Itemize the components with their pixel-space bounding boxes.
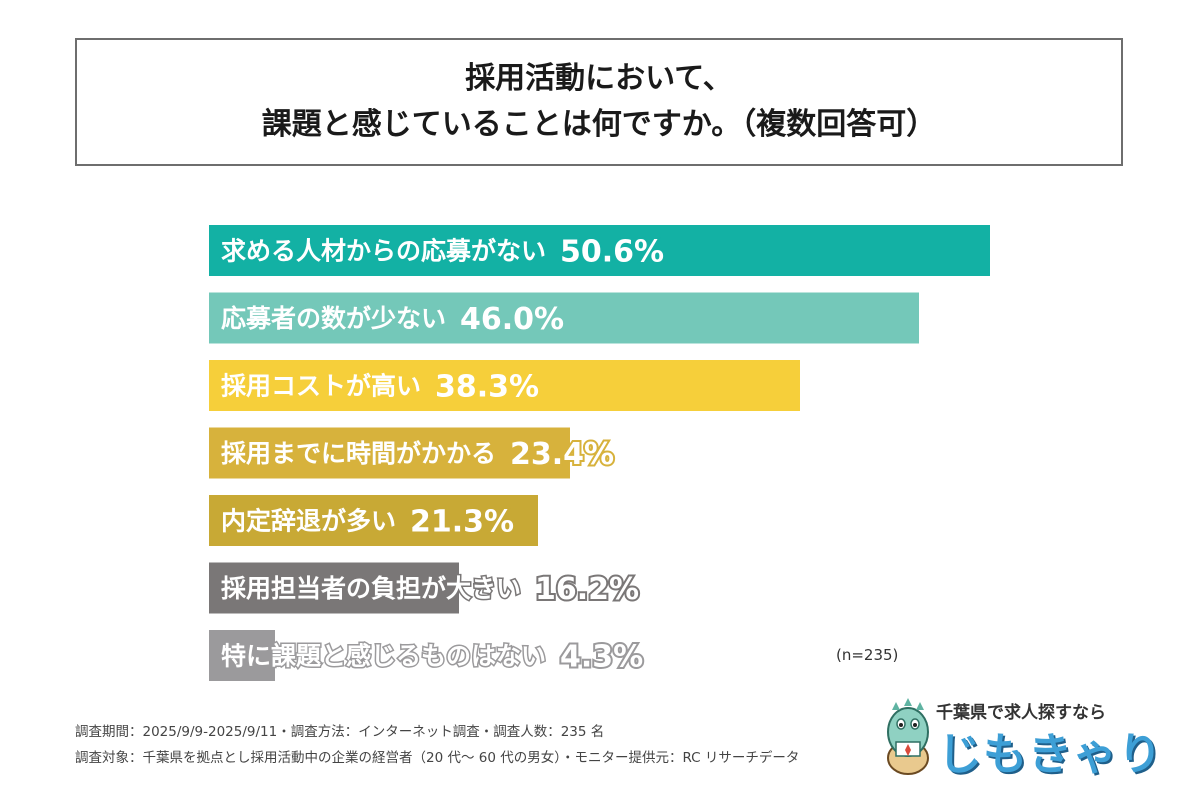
- footer-survey-period: 調査期間：2025/9/9-2025/9/11・調査方法：インターネット調査・調…: [75, 724, 605, 740]
- jimokyari-logo[interactable]: 千葉県で求人探すなら じもきゃり: [878, 690, 1162, 780]
- bar-chart: 求める人材からの応募がない 50.6% 応募者の数が少ない 46.0% 採用コストが高い…: [209, 225, 990, 681]
- bar-label-0: 求める人材からの応募がない: [221, 237, 546, 266]
- bar-label-4: 内定辞退が多い: [221, 507, 396, 536]
- bar-2: [209, 360, 800, 411]
- bar-label-5: 採用担当者の負担が大きい: [221, 574, 521, 603]
- title-line-2: 課題と感じていることは何ですか。（複数回答可）: [261, 107, 937, 142]
- logo-name: じもきゃり: [938, 729, 1163, 780]
- bar-0: [209, 225, 990, 276]
- bar-3: [209, 427, 570, 479]
- title-box: 採用活動において、 課題と感じていることは何ですか。（複数回答可）: [75, 38, 1123, 166]
- bar-4: [209, 495, 538, 546]
- sample-size-note: (n=235): [836, 646, 899, 664]
- footer-survey-target: 調査対象：千葉県を拠点とし採用活動中の企業の経営者（20 代～ 60 代の男女）…: [75, 750, 800, 766]
- dinosaur-mascot-icon: [887, 698, 929, 775]
- value-label-2: 38.3%: [435, 370, 539, 405]
- bar-1: [209, 292, 919, 344]
- value-label-3: 23.4%: [510, 437, 614, 472]
- title-line-1: 採用活動において、: [465, 61, 733, 96]
- bar-6: [209, 630, 275, 681]
- value-label-4: 21.3%: [410, 505, 514, 540]
- bar-5: [209, 562, 459, 614]
- logo-tagline: 千葉県で求人探すなら: [936, 703, 1106, 723]
- bar-label-3: 採用までに時間がかかる: [221, 439, 496, 468]
- bar-label-2: 採用コストが高い: [221, 372, 421, 401]
- value-label-6: 4.3%: [560, 640, 643, 675]
- value-label-1: 46.0%: [460, 302, 564, 337]
- bar-label-1: 応募者の数が少ない: [221, 304, 446, 333]
- bar-label-6: 特に課題と感じるものはない: [221, 642, 546, 671]
- value-label-5: 16.2%: [535, 572, 639, 607]
- value-label-0: 50.6%: [560, 235, 664, 270]
